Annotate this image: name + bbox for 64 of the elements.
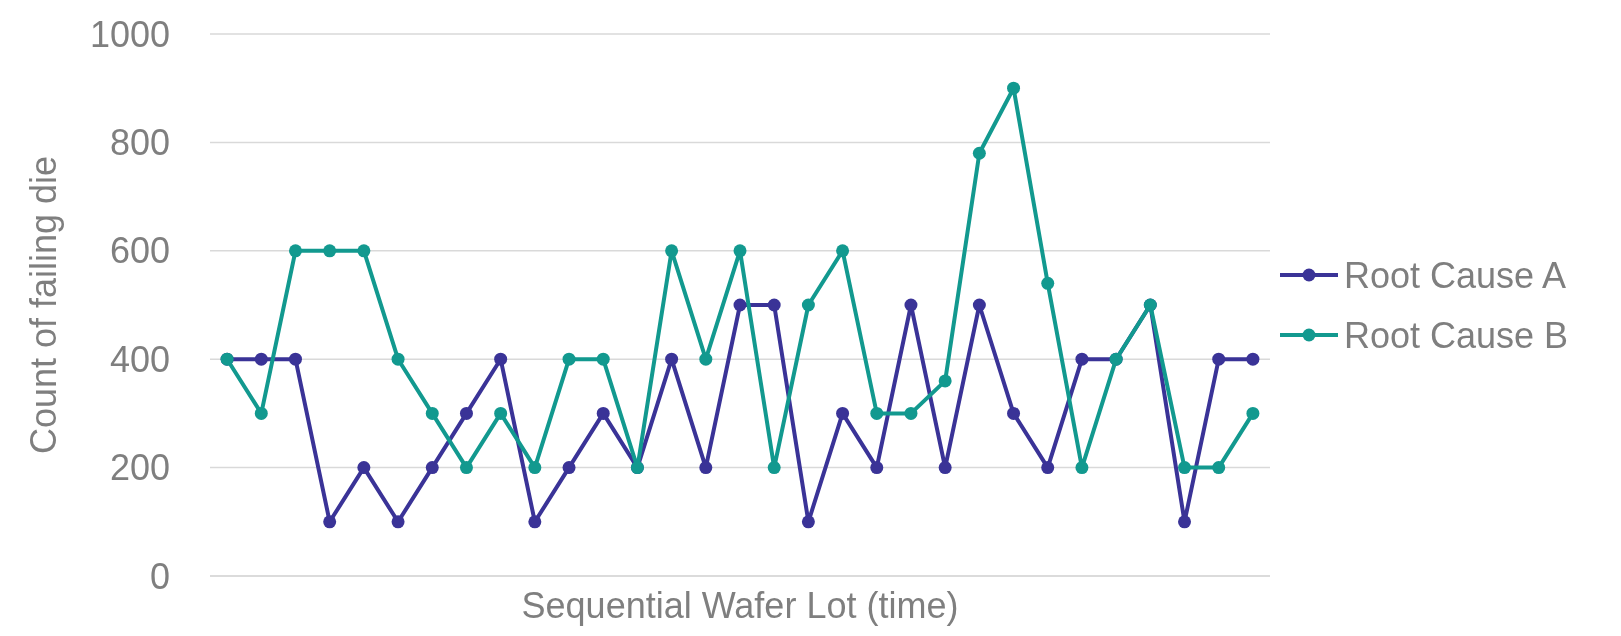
point [459, 461, 473, 475]
point [1246, 352, 1260, 366]
point [733, 244, 747, 258]
x-axis-title: Sequential Wafer Lot (time) [521, 585, 959, 626]
point [938, 374, 952, 388]
point [254, 406, 268, 420]
point [1041, 461, 1055, 475]
point [1178, 461, 1192, 475]
point [494, 406, 508, 420]
point [767, 298, 781, 312]
point [357, 461, 371, 475]
point [254, 352, 268, 366]
point [323, 515, 337, 529]
point [425, 461, 439, 475]
point [562, 352, 576, 366]
legend-label: Root Cause A [1344, 254, 1567, 296]
y-tick-label: 400 [109, 338, 170, 380]
y-tick-label: 600 [109, 230, 170, 272]
point [391, 515, 405, 529]
point [938, 461, 952, 475]
y-tick-label: 0 [149, 555, 170, 597]
point [767, 461, 781, 475]
point [733, 298, 747, 312]
y-axis-title: Count of failing die [23, 155, 64, 455]
point [836, 406, 850, 420]
point [596, 406, 610, 420]
point [870, 406, 884, 420]
point [665, 244, 679, 258]
point [528, 515, 542, 529]
point [391, 352, 405, 366]
point [494, 352, 508, 366]
point [323, 244, 337, 258]
point [288, 244, 302, 258]
point [972, 146, 986, 160]
point [1075, 461, 1089, 475]
point [1212, 352, 1226, 366]
point [1041, 276, 1055, 290]
point [699, 352, 713, 366]
point [1212, 461, 1226, 475]
point [1007, 406, 1021, 420]
point [357, 244, 371, 258]
y-tick-label: 200 [109, 447, 170, 489]
point [288, 352, 302, 366]
point [596, 352, 610, 366]
point [528, 461, 542, 475]
point [972, 298, 986, 312]
point [870, 461, 884, 475]
point [665, 352, 679, 366]
point [1246, 406, 1260, 420]
point [459, 406, 473, 420]
y-tick-label: 1000 [89, 13, 170, 55]
point [562, 461, 576, 475]
point [801, 515, 815, 529]
legend-label: Root Cause B [1344, 314, 1569, 356]
point [801, 298, 815, 312]
y-tick-label: 800 [109, 122, 170, 163]
point [1075, 352, 1089, 366]
point [904, 406, 918, 420]
point [1007, 81, 1021, 95]
point [425, 406, 439, 420]
point [904, 298, 918, 312]
point [699, 461, 713, 475]
point [836, 244, 850, 258]
point [1178, 515, 1192, 529]
